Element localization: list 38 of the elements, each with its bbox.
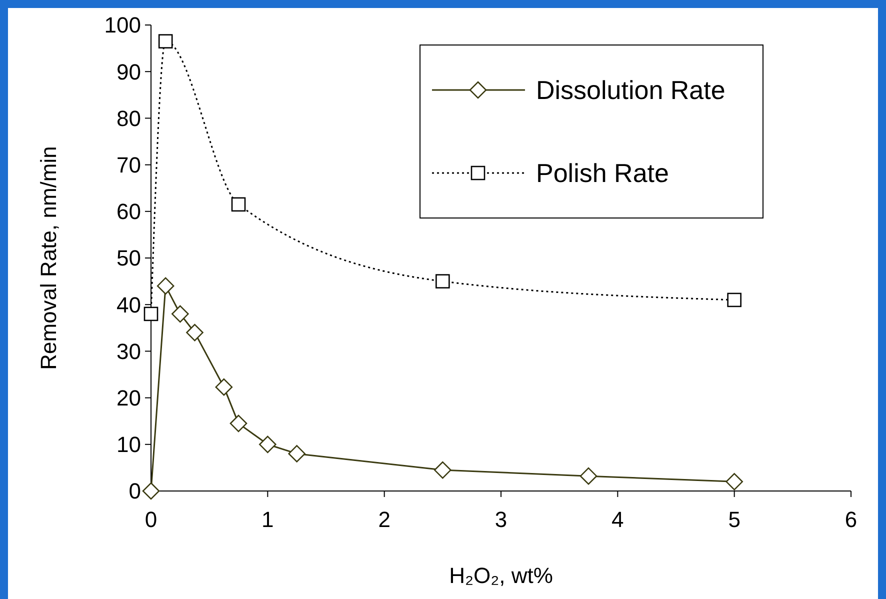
point <box>230 414 248 432</box>
y-tick-label: 100 <box>104 12 141 38</box>
point <box>727 292 742 308</box>
y-tick-label: 0 <box>128 478 141 504</box>
y-tick-label: 50 <box>116 246 141 271</box>
x-axis-title: H₂O₂, wt% <box>449 563 553 588</box>
point <box>288 445 306 462</box>
x-tick-label: 6 <box>844 507 858 532</box>
y-tick-label: 20 <box>116 386 141 410</box>
y-tick-label: 70 <box>116 152 141 178</box>
y-tick-label: 60 <box>116 199 141 224</box>
point <box>215 378 233 396</box>
point <box>434 461 452 479</box>
point <box>142 482 160 500</box>
point <box>186 324 204 342</box>
y-tick-label: 40 <box>116 292 141 318</box>
point <box>231 197 246 212</box>
point <box>144 306 158 322</box>
legend-label: Dissolution Rate <box>536 75 726 106</box>
point <box>259 436 276 454</box>
y-tick-label: 80 <box>116 106 141 131</box>
point <box>436 274 450 288</box>
x-tick-label: 5 <box>728 507 740 532</box>
x-tick-label: 4 <box>612 507 624 532</box>
x-tick-label: 3 <box>494 507 508 532</box>
y-tick-label: 30 <box>116 338 141 364</box>
y-tick-label: 10 <box>116 432 141 458</box>
point <box>158 34 173 48</box>
x-tick-label: 2 <box>378 507 390 532</box>
x-tick-label: 0 <box>144 507 158 532</box>
point <box>580 467 598 485</box>
point <box>726 473 743 490</box>
legend-label: Polish Rate <box>536 158 669 188</box>
point <box>172 305 189 323</box>
y-tick-label: 90 <box>116 59 141 84</box>
point <box>156 277 174 295</box>
x-tick-label: 1 <box>262 507 274 532</box>
y-axis-title: Removal Rate, nm/min <box>36 146 61 370</box>
